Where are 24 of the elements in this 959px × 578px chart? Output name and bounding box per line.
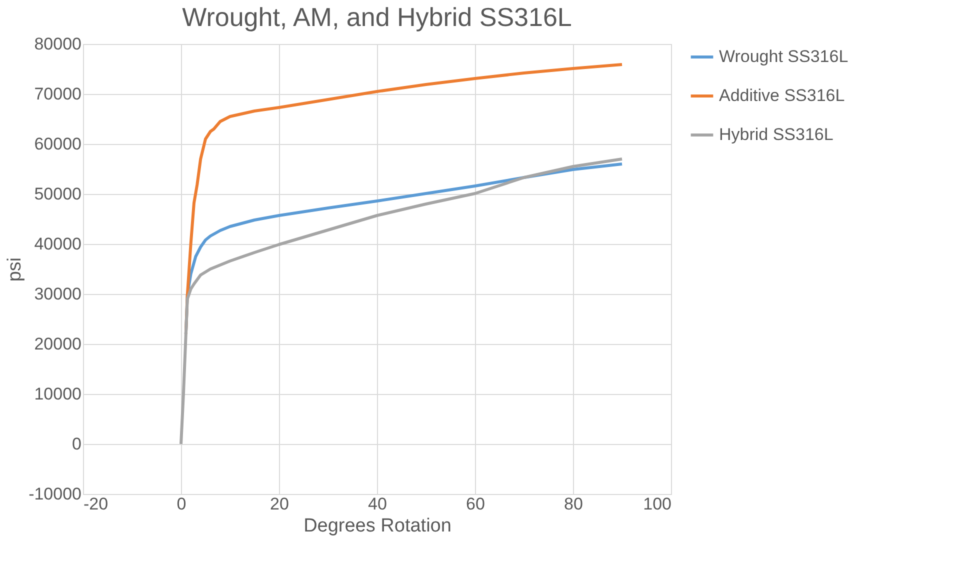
y-tick-label: 10000 [34,384,82,404]
y-tick-label: 0 [72,434,82,454]
y-tick-label: -10000 [28,484,82,504]
y-tick-label: 40000 [34,234,82,254]
x-tick-label: 40 [368,494,387,514]
y-axis-title: psi [4,257,26,282]
y-tick-label: 80000 [34,34,82,54]
legend-label: Hybrid SS316L [719,125,834,144]
legend-label: Wrought SS316L [719,47,848,66]
x-tick-label: 20 [270,494,289,514]
y-tick-label: 20000 [34,334,82,354]
line-series [180,158,624,446]
y-tick-label: 30000 [34,284,82,304]
y-tick-label: 70000 [34,84,82,104]
y-tick-label: 50000 [34,184,82,204]
y-tick-label: 60000 [34,134,82,154]
x-tick-label: 80 [564,494,583,514]
legend-label: Additive SS316L [719,86,845,105]
x-axis-title: Degrees Rotation [304,516,452,536]
x-tick-label: 100 [643,494,672,514]
x-tick-label: -20 [84,494,108,514]
x-tick-label: 60 [466,494,485,514]
x-tick-label: 0 [176,494,186,514]
chart-title: Wrought, AM, and Hybrid SS316L [182,2,572,32]
